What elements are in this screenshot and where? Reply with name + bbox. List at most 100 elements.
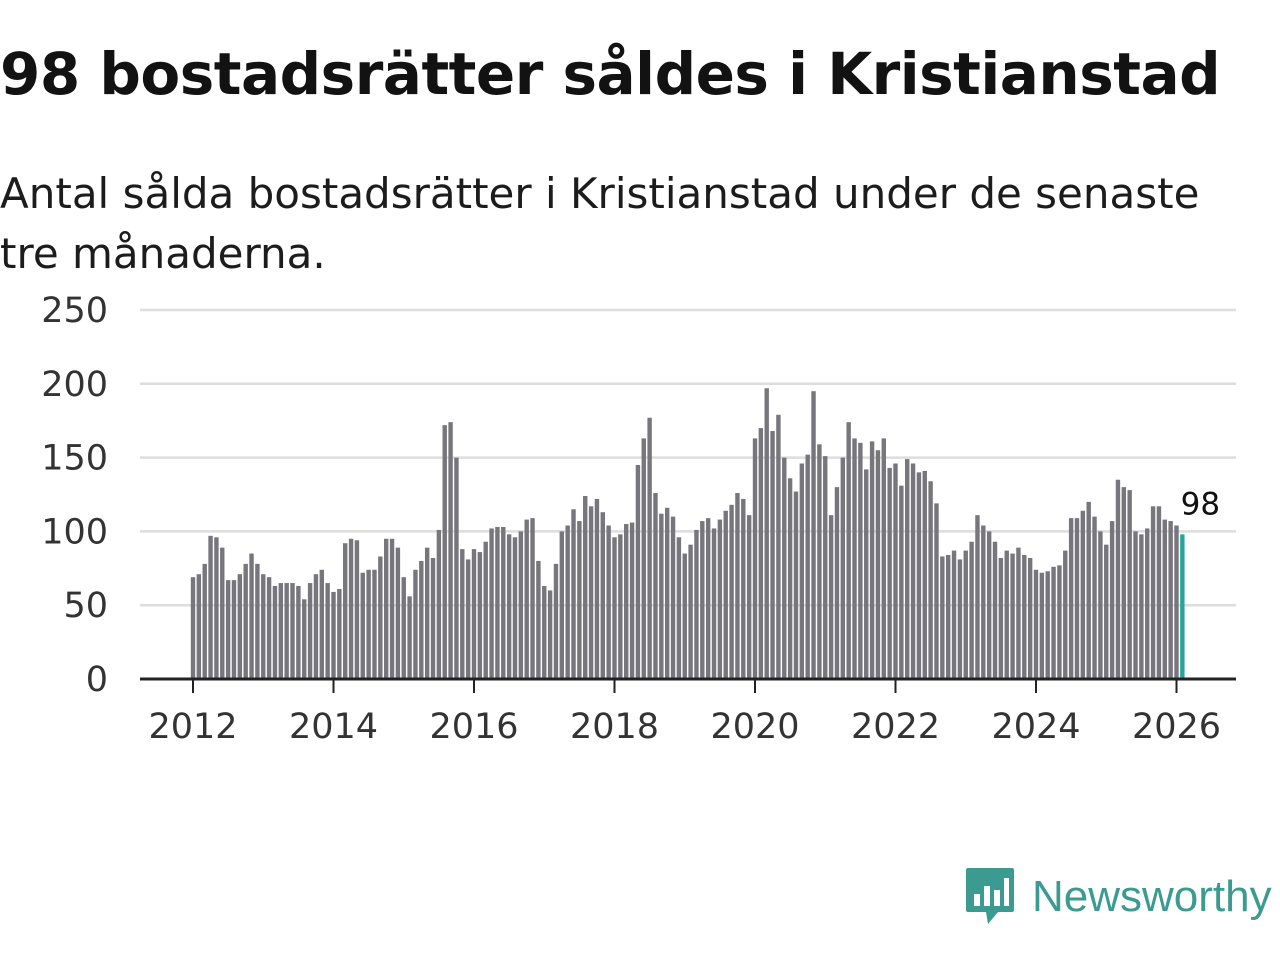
- bar: [600, 512, 605, 679]
- bar: [319, 569, 324, 679]
- bar: [448, 422, 453, 679]
- bar: [635, 464, 641, 679]
- newsworthy-logo-icon: [966, 868, 1014, 924]
- y-tick-label: 50: [63, 586, 108, 626]
- bar: [1092, 516, 1097, 679]
- bar: [823, 456, 828, 679]
- bar: [489, 528, 494, 679]
- bar: [1004, 550, 1009, 679]
- bar: [981, 525, 986, 679]
- newsworthy-brand: Newsworthy: [964, 866, 1272, 928]
- bar: [916, 472, 922, 679]
- bar: [764, 388, 769, 679]
- bar: [717, 519, 723, 679]
- axes: [140, 677, 1236, 693]
- y-tick-label: 0: [86, 660, 108, 700]
- bar: [659, 513, 664, 679]
- bar: [1086, 501, 1091, 679]
- bar: [354, 540, 360, 679]
- y-tick-label: 200: [41, 365, 108, 405]
- bar: [641, 438, 646, 679]
- bar: [875, 450, 881, 679]
- bar: [395, 547, 401, 679]
- bar: [858, 442, 863, 679]
- bar: [442, 425, 447, 679]
- bar: [196, 574, 202, 679]
- bar: [624, 524, 629, 679]
- bar: [424, 547, 430, 679]
- bar: [629, 522, 635, 679]
- bar: [1156, 506, 1162, 679]
- bar: [1121, 487, 1127, 679]
- bar: [220, 547, 225, 679]
- bar: [1039, 572, 1045, 679]
- bar: [383, 538, 389, 679]
- bar: [542, 586, 547, 679]
- bar: [307, 583, 313, 679]
- bar: [1051, 566, 1056, 679]
- bar: [1109, 521, 1115, 679]
- bars: [190, 388, 1185, 679]
- bar: [331, 591, 336, 679]
- bar: [1057, 565, 1062, 679]
- bar: [992, 541, 998, 679]
- bar: [945, 555, 951, 679]
- bar: [413, 569, 418, 679]
- bar: [793, 491, 799, 679]
- bar: [471, 549, 477, 679]
- bar: [1016, 547, 1021, 679]
- bar: [419, 560, 424, 679]
- bar: [670, 516, 676, 679]
- bar: [360, 572, 365, 679]
- bar: [571, 509, 576, 679]
- bar: [477, 552, 483, 679]
- labels: 0 50 100 150 200 250 2012 2014 2016 2018 2020 2022 2…: [41, 291, 1221, 747]
- bar: [465, 559, 471, 679]
- bar: [963, 550, 968, 679]
- bar: [313, 574, 319, 679]
- bar: [922, 470, 927, 679]
- bar: [664, 507, 670, 679]
- bar: [243, 563, 248, 679]
- x-tick-label: 2012: [148, 707, 237, 747]
- bar: [899, 485, 904, 679]
- bar: [1104, 544, 1109, 679]
- bar: [986, 531, 992, 679]
- bar: [1162, 519, 1167, 679]
- bar: [817, 444, 822, 679]
- x-tick-label: 2016: [429, 707, 518, 747]
- bar: [1022, 555, 1027, 679]
- bar: [934, 503, 939, 679]
- bar: [1127, 490, 1132, 679]
- bar: [799, 463, 805, 679]
- bar: [1027, 557, 1033, 679]
- bar: [389, 538, 395, 679]
- y-tick-label: 250: [41, 291, 108, 331]
- bar: [337, 588, 342, 679]
- bar: [272, 586, 278, 679]
- bar: [378, 556, 383, 679]
- bar: [460, 549, 465, 679]
- bar: [401, 577, 406, 679]
- bar: [746, 515, 752, 679]
- bar: [729, 504, 734, 679]
- x-tick-label: 2018: [570, 707, 659, 747]
- bar: [343, 543, 348, 679]
- bar: [512, 537, 518, 679]
- bar: [506, 534, 512, 679]
- bar: [588, 506, 594, 679]
- bar: [583, 495, 588, 679]
- bar: [565, 525, 570, 679]
- bar: [1133, 531, 1138, 679]
- bar: [208, 535, 213, 679]
- bar: [290, 583, 295, 679]
- bar: [249, 553, 254, 679]
- bar: [501, 526, 506, 679]
- bar: [202, 563, 207, 679]
- bar: [840, 457, 846, 679]
- last-value-label: 98: [1181, 486, 1220, 522]
- bar: [255, 563, 260, 679]
- bar: [577, 521, 582, 679]
- x-tick-label: 2024: [991, 707, 1080, 747]
- bar: [887, 467, 892, 679]
